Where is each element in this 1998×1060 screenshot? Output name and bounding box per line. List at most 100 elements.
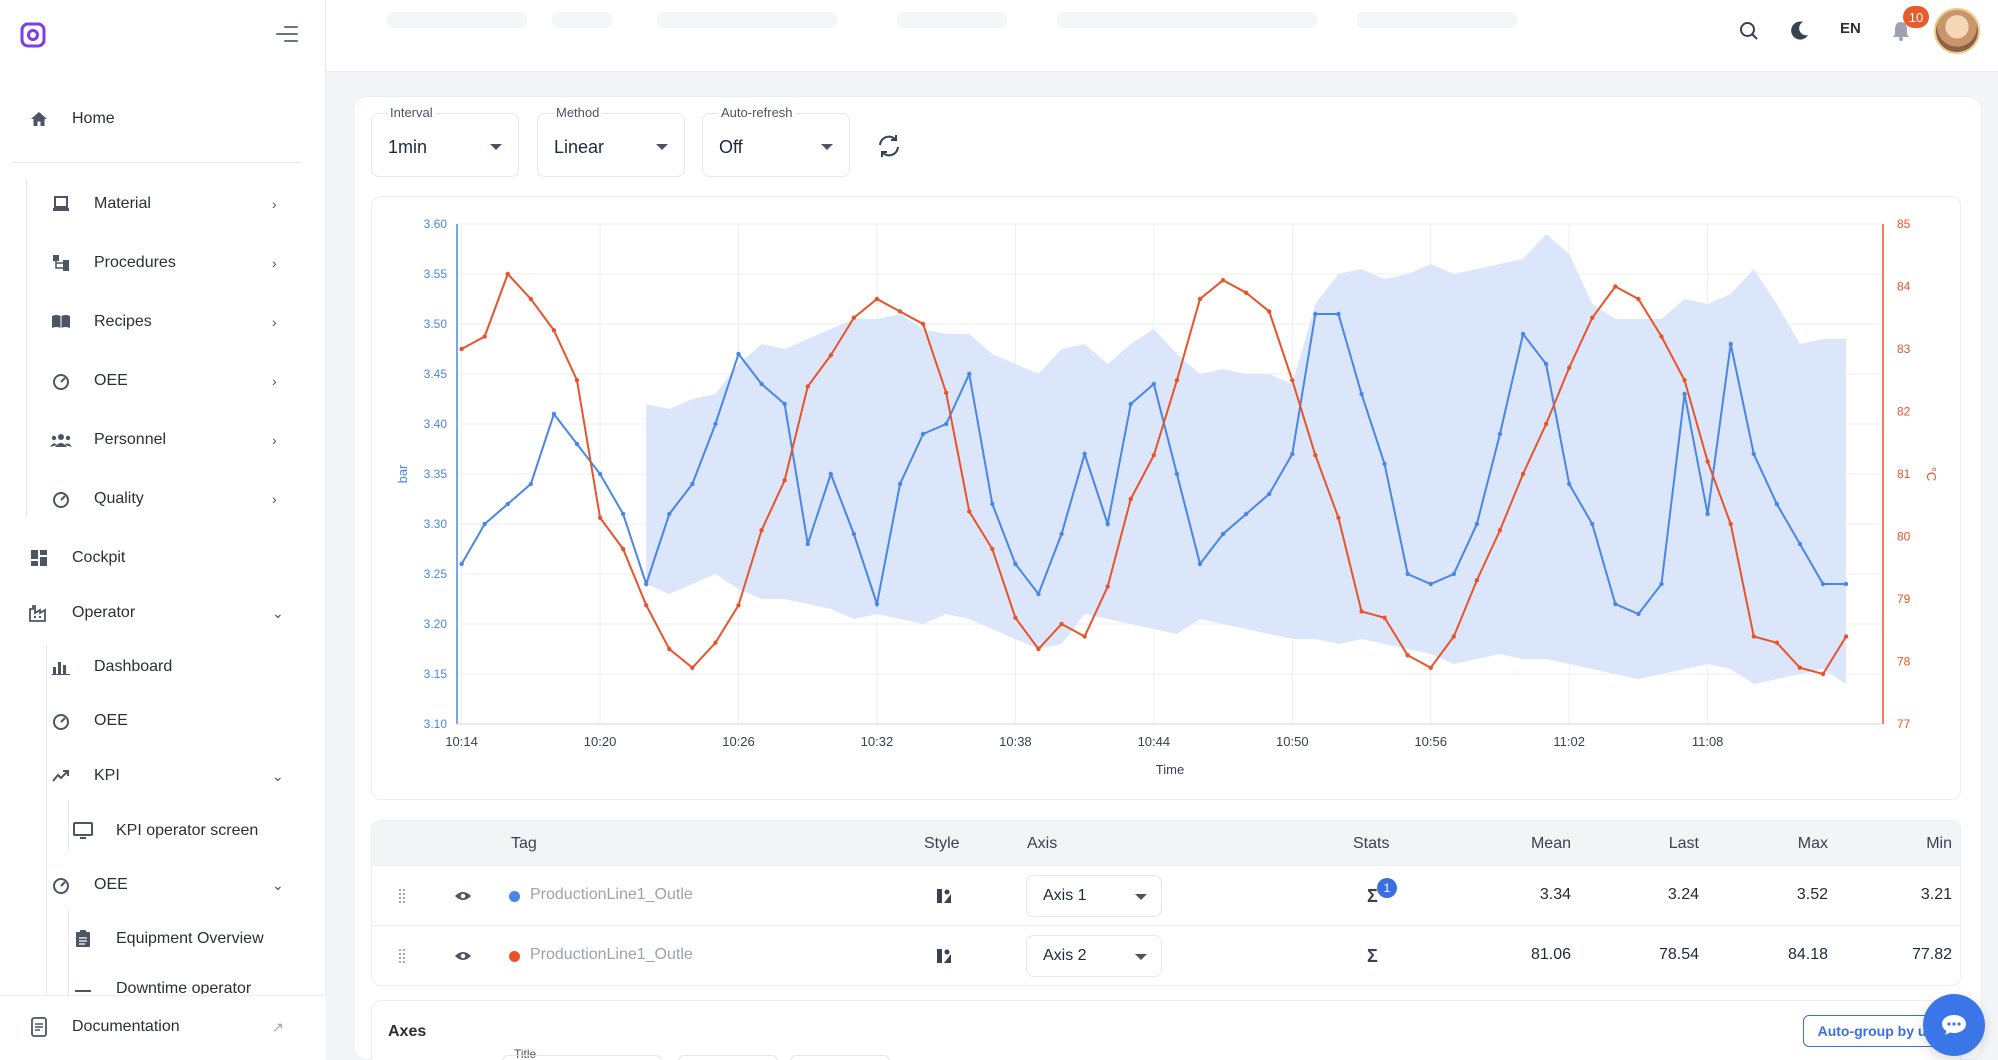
sidebar-item-kpi[interactable]: KPI ⌄ bbox=[50, 765, 290, 787]
drag-handle-icon[interactable] bbox=[398, 948, 406, 964]
data-point bbox=[1013, 561, 1018, 567]
material-icon bbox=[50, 193, 72, 215]
data-point bbox=[1128, 401, 1133, 407]
data-point bbox=[1405, 653, 1410, 658]
data-point bbox=[644, 603, 649, 608]
sidebar-item-label: Documentation bbox=[72, 1018, 180, 1035]
data-point bbox=[1613, 601, 1618, 607]
app-logo-icon[interactable] bbox=[20, 22, 46, 48]
line-style-icon[interactable] bbox=[936, 888, 952, 904]
y-right-tick-label: 78 bbox=[1897, 655, 1911, 669]
sidebar-item-recipes[interactable]: Recipes › bbox=[50, 311, 290, 333]
notification-bell-icon[interactable] bbox=[1888, 18, 1914, 44]
sidebar-item-operator-oee[interactable]: OEE bbox=[50, 710, 128, 732]
mean-value: 3.34 bbox=[1539, 886, 1571, 903]
data-point bbox=[759, 528, 764, 533]
language-selector[interactable]: EN bbox=[1840, 20, 1861, 37]
factory-icon bbox=[28, 602, 50, 624]
data-point bbox=[736, 351, 741, 357]
data-point bbox=[1382, 461, 1387, 467]
sidebar-item-label: Equipment Overview bbox=[116, 930, 264, 947]
sidebar-item-downtime-operator[interactable]: Downtime operator bbox=[72, 980, 251, 994]
data-point bbox=[620, 546, 626, 552]
data-point bbox=[1843, 581, 1849, 587]
avatar[interactable] bbox=[1934, 8, 1980, 54]
axis-value: Axis 1 bbox=[1043, 887, 1087, 904]
data-point bbox=[874, 296, 880, 302]
y-right-tick-label: 82 bbox=[1897, 405, 1911, 419]
auto-refresh-value: Off bbox=[719, 137, 743, 157]
data-point bbox=[1336, 515, 1341, 520]
data-point bbox=[851, 315, 857, 320]
data-point bbox=[528, 296, 534, 302]
data-point bbox=[828, 353, 834, 358]
collapse-menu-icon[interactable] bbox=[276, 26, 298, 46]
eye-icon[interactable] bbox=[454, 890, 472, 902]
sidebar-item-documentation[interactable]: Documentation ↗ bbox=[28, 1016, 290, 1038]
gauge-icon bbox=[50, 370, 72, 392]
dashboard-grid-icon bbox=[28, 547, 50, 569]
refresh-icon[interactable] bbox=[875, 132, 903, 160]
interval-select[interactable]: Interval 1min bbox=[371, 105, 519, 177]
sidebar-item-dashboard[interactable]: Dashboard bbox=[50, 656, 172, 678]
divider bbox=[68, 800, 69, 850]
axis-field[interactable] bbox=[678, 1055, 778, 1060]
data-point bbox=[990, 546, 995, 552]
caret-down-icon bbox=[656, 144, 668, 150]
dark-mode-moon-icon[interactable] bbox=[1786, 18, 1812, 44]
sidebar-item-equipment-overview[interactable]: Equipment Overview bbox=[72, 928, 264, 950]
sigma-stats-icon[interactable]: Σ bbox=[1367, 886, 1378, 906]
sidebar-item-quality[interactable]: Quality › bbox=[50, 488, 290, 510]
auto-refresh-label: Auto-refresh bbox=[719, 105, 795, 120]
sidebar-item-material[interactable]: Material › bbox=[50, 193, 290, 215]
top-bar bbox=[327, 0, 1998, 72]
search-icon[interactable] bbox=[1736, 18, 1762, 44]
sidebar-item-oee-group[interactable]: OEE ⌄ bbox=[50, 874, 290, 896]
axis-select[interactable]: Axis 2 bbox=[1026, 935, 1162, 977]
downtime-icon bbox=[72, 980, 94, 994]
eye-icon[interactable] bbox=[454, 950, 472, 962]
method-select[interactable]: Method Linear bbox=[537, 105, 685, 177]
axis-title-input[interactable] bbox=[502, 1055, 662, 1060]
sidebar-item-operator[interactable]: Operator ⌄ bbox=[28, 602, 290, 624]
data-point bbox=[597, 471, 603, 477]
data-point bbox=[551, 328, 557, 333]
y-left-tick-label: 3.20 bbox=[424, 617, 448, 631]
y-left-tick-label: 3.40 bbox=[424, 417, 448, 431]
chat-support-button[interactable] bbox=[1923, 994, 1985, 1056]
sidebar-item-home[interactable]: Home bbox=[28, 108, 115, 130]
data-point bbox=[1267, 309, 1272, 314]
trend-chart[interactable]: 3.10 3.15 3.20 3.25 3.30 3.35 3.40 3.45 3.50 3.55… bbox=[371, 196, 1961, 800]
sidebar-item-procedures[interactable]: Procedures › bbox=[50, 252, 290, 274]
mean-value: 81.06 bbox=[1530, 946, 1571, 963]
sidebar-item-personnel[interactable]: Personnel › bbox=[50, 429, 290, 451]
chevron-down-icon: ⌄ bbox=[272, 767, 284, 784]
data-point bbox=[1613, 284, 1618, 289]
sidebar-item-label: OEE bbox=[94, 712, 128, 729]
axis-select[interactable]: Axis 1 bbox=[1026, 875, 1162, 917]
data-point bbox=[667, 511, 672, 517]
sigma-stats-icon[interactable]: Σ bbox=[1367, 946, 1378, 966]
divider bbox=[46, 645, 47, 995]
sidebar-item-cockpit[interactable]: Cockpit bbox=[28, 547, 125, 569]
data-point bbox=[874, 601, 880, 607]
data-point bbox=[1705, 459, 1710, 464]
sidebar-item-oee[interactable]: OEE › bbox=[50, 370, 290, 392]
sidebar-item-kpi-operator-screen[interactable]: KPI operator screen bbox=[72, 820, 258, 842]
table-row[interactable]: ProductionLine1_Outle Axis 2 Σ 81.06 78.… bbox=[372, 925, 1960, 985]
x-tick-label: 11:02 bbox=[1553, 734, 1585, 749]
data-point bbox=[1590, 521, 1595, 527]
axes-title-column-label: Title bbox=[514, 1047, 537, 1060]
line-style-icon[interactable] bbox=[936, 948, 952, 964]
data-point bbox=[943, 421, 949, 427]
data-point bbox=[1082, 634, 1087, 639]
divider bbox=[26, 178, 27, 518]
y-left-tick-label: 3.35 bbox=[424, 467, 448, 481]
axis-field[interactable] bbox=[790, 1055, 890, 1060]
data-point bbox=[1451, 571, 1457, 577]
divider bbox=[68, 910, 69, 995]
data-point bbox=[1820, 581, 1826, 587]
table-row[interactable]: ProductionLine1_Outle Axis 1 Σ 1 3.34 3.… bbox=[372, 865, 1960, 925]
drag-handle-icon[interactable] bbox=[398, 888, 406, 904]
auto-refresh-select[interactable]: Auto-refresh Off bbox=[702, 105, 850, 177]
